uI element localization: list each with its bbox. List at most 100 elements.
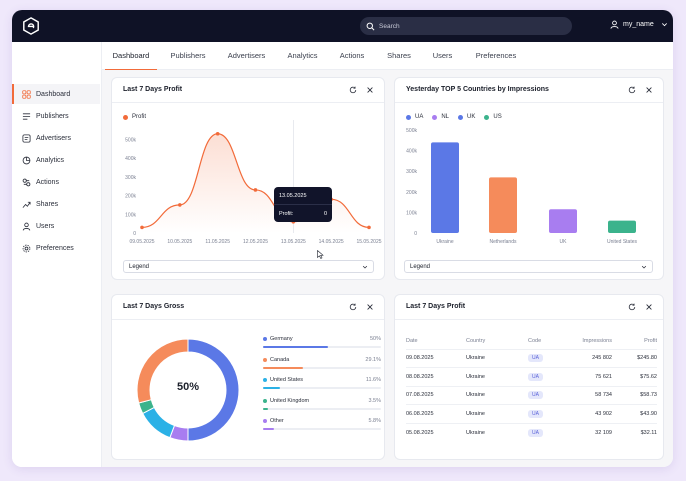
legend-dot [123,114,128,120]
close-icon[interactable] [645,303,653,311]
y-tick-label: 100k [406,210,417,216]
progress-track [263,366,381,369]
x-tick-label: 12.05.2025 [243,239,268,245]
donut-center-value: 50% [176,381,200,393]
column-header[interactable]: Profit [644,337,657,344]
y-tick-label: 500k [406,128,417,134]
data-point [140,225,144,230]
y-tick-label: 100k [125,212,136,218]
tab-publishers[interactable]: Publishers [170,51,206,60]
refresh-icon[interactable] [349,303,357,311]
card-header: Last 7 Days Profit [395,295,663,320]
table-row[interactable]: 07.08.2025 Ukraine UA 58 734 $58.73 [406,385,657,405]
refresh-icon[interactable] [628,303,636,311]
users-icon [22,222,31,231]
tooltip-divider [274,204,332,205]
cell-code: UA [528,385,562,405]
column-header[interactable]: Date [406,337,418,344]
table-row[interactable]: 06.08.2025 Ukraine UA 43 902 $43.90 [406,404,657,423]
sidebar-item-label: Users [36,222,55,230]
profit-chart-card: Last 7 Days Profit Profit 0 100k 200k 300k 4… [111,77,385,280]
legend-dot [432,114,438,120]
sidebar-item-analytics[interactable]: Analytics [14,150,100,170]
search-input[interactable] [379,22,559,30]
grid-icon [22,89,31,99]
cell-impressions: 43 902 [562,404,612,423]
legend-item-nl[interactable]: NL [432,114,449,120]
progress-fill [263,428,274,430]
legend-dot [458,114,464,120]
tab-shares[interactable]: Shares [387,51,411,60]
cell-date: 09.08.2025 [406,348,466,368]
close-icon[interactable] [366,303,374,311]
column-header[interactable]: Country [466,337,486,344]
chart-tooltip: 13.05.2025 Profit: 0 [274,187,332,222]
country-name: Germany [270,336,293,342]
logo-icon[interactable] [22,17,40,35]
column-header[interactable]: Code [528,337,542,344]
cell-code: UA [528,348,562,368]
sidebar-item-shares[interactable]: Shares [14,194,100,214]
legend-label: UA [415,114,424,120]
y-tick-label: 500k [125,137,136,143]
country-code-badge: UA [528,354,543,363]
top-countries-card: Yesterday TOP 5 Countries by Impressions… [394,77,664,280]
cell-date: 05.08.2025 [406,422,466,442]
bar [489,177,517,233]
legend-item-us[interactable]: US [484,114,502,120]
table-row[interactable]: 09.08.2025 Ukraine UA 245 802 $245.80 [406,348,657,368]
y-tick-label: 400k [406,149,417,155]
user-icon [610,20,619,29]
sidebar-item-label: Analytics [36,156,65,164]
percent-value: 5.8% [368,418,381,424]
close-icon[interactable] [366,86,374,94]
tab-actions[interactable]: Actions [339,51,365,60]
legend-item-uk[interactable]: UK [458,114,475,120]
sidebar-item-label: Actions [36,178,59,186]
x-tick-label: UK [560,239,568,245]
legend-select[interactable]: Legend [404,260,653,273]
progress-track [263,428,381,430]
refresh-icon[interactable] [349,86,357,94]
profit-table: Date Country Code Impressions Profit 09.… [406,333,657,442]
donut-slice [136,338,189,404]
cell-impressions: 32 109 [562,422,612,442]
tab-advertisers[interactable]: Advertisers [227,51,266,60]
country-name: Other [270,418,284,424]
close-icon[interactable] [645,86,653,94]
search-box[interactable] [360,17,572,35]
table-row[interactable]: 05.08.2025 Ukraine UA 32 109 $32.11 [406,422,657,442]
sidebar-item-users[interactable]: Users [14,216,100,236]
sidebar-item-publishers[interactable]: Publishers [14,106,100,126]
cell-date: 08.08.2025 [406,367,466,386]
tab-users[interactable]: Users [432,51,453,60]
bar [608,220,636,233]
legend-item[interactable]: Profit [123,114,146,120]
share-icon [22,201,31,208]
sidebar-item-preferences[interactable]: Preferences [14,238,100,258]
tab-analytics[interactable]: Analytics [287,51,318,60]
legend-dot [263,398,267,403]
legend-select[interactable]: Legend [123,260,374,273]
sidebar-item-actions[interactable]: Actions [14,172,100,192]
legend-item-ua[interactable]: UA [406,114,423,120]
cell-profit: $32.11 [612,422,657,442]
table-row[interactable]: 08.08.2025 Ukraine UA 75 621 $75.62 [406,367,657,386]
country-code-badge: UA [528,391,543,400]
refresh-icon[interactable] [628,86,636,94]
tab-preferences[interactable]: Preferences [475,51,517,60]
x-tick-label: 15.05.2025 [356,239,381,245]
megaphone-icon [22,133,31,143]
progress-fill [263,366,304,369]
y-tick-label: 0 [133,231,136,237]
profit-table-card: Last 7 Days Profit Date Country Code Imp… [394,294,664,460]
column-header[interactable]: Impressions [582,337,612,344]
tab-dashboard[interactable]: Dashboard [105,42,157,71]
sidebar-item-dashboard[interactable]: Dashboard [12,84,100,104]
sidebar-item-advertisers[interactable]: Advertisers [14,128,100,148]
table-body: 09.08.2025 Ukraine UA 245 802 $245.80 08.08.2… [406,348,657,442]
x-tick-label: 09.05.2025 [129,239,154,245]
y-tick-label: 300k [406,169,417,175]
cell-profit: $58.73 [612,385,657,405]
user-menu[interactable]: my_name [610,20,672,29]
